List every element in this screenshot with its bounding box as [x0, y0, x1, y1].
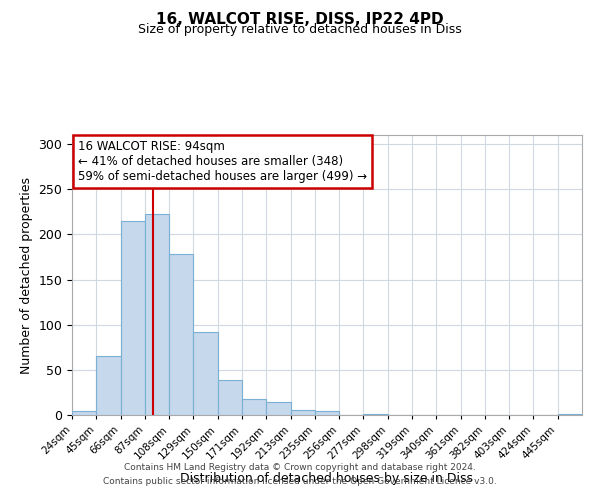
- X-axis label: Distribution of detached houses by size in Diss: Distribution of detached houses by size …: [181, 472, 473, 485]
- Text: 16 WALCOT RISE: 94sqm
← 41% of detached houses are smaller (348)
59% of semi-det: 16 WALCOT RISE: 94sqm ← 41% of detached …: [78, 140, 367, 183]
- Bar: [266, 402, 290, 415]
- Bar: [145, 214, 169, 415]
- Y-axis label: Number of detached properties: Number of detached properties: [20, 176, 33, 374]
- Bar: [242, 398, 266, 415]
- Bar: [121, 221, 145, 415]
- Bar: [193, 332, 218, 415]
- Bar: [558, 414, 582, 415]
- Text: 16, WALCOT RISE, DISS, IP22 4PD: 16, WALCOT RISE, DISS, IP22 4PD: [156, 12, 444, 28]
- Text: Contains HM Land Registry data © Crown copyright and database right 2024.: Contains HM Land Registry data © Crown c…: [124, 464, 476, 472]
- Bar: [290, 410, 315, 415]
- Bar: [96, 356, 121, 415]
- Bar: [169, 254, 193, 415]
- Text: Size of property relative to detached houses in Diss: Size of property relative to detached ho…: [138, 22, 462, 36]
- Text: Contains public sector information licensed under the Open Government Licence v3: Contains public sector information licen…: [103, 477, 497, 486]
- Bar: [364, 414, 388, 415]
- Bar: [315, 412, 339, 415]
- Bar: [218, 380, 242, 415]
- Bar: [72, 412, 96, 415]
